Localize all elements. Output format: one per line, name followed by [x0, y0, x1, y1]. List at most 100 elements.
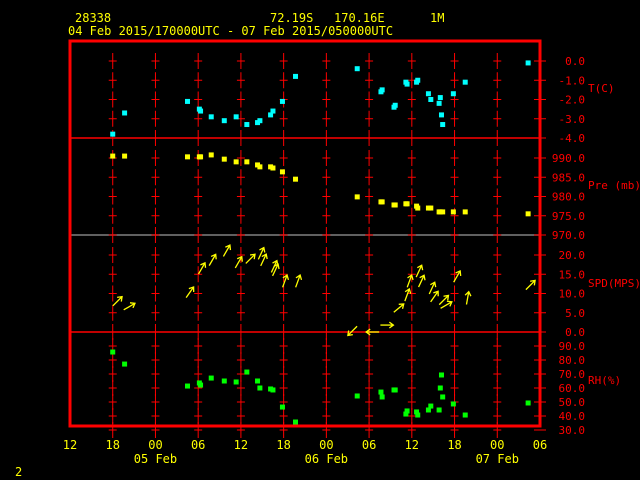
temperature-point: [428, 97, 434, 102]
wind-arrow: [438, 294, 450, 306]
temperature-point: [122, 110, 128, 116]
x-tick-label: 18: [276, 438, 290, 452]
x-tick-label: 18: [447, 438, 461, 452]
wind-arrow-head: [259, 246, 266, 253]
wind-arrow: [112, 295, 123, 307]
x-tick-label: 00: [319, 438, 333, 452]
pressure-point: [233, 159, 239, 165]
rh-point: [438, 372, 444, 378]
panel-label-rh: RH(%): [588, 374, 621, 387]
wind-arrow: [404, 287, 412, 302]
y-tick-label: 975.0: [552, 210, 585, 223]
y-tick-label: 980.0: [552, 191, 585, 204]
wind-arrow-head: [261, 253, 268, 260]
rh-point: [198, 382, 204, 388]
plot-frame: [68, 39, 542, 428]
y-tick-label: 10.0: [559, 288, 586, 301]
wind-arrow: [222, 244, 232, 257]
rh-point: [233, 379, 239, 385]
wind-arrow-head: [188, 286, 195, 293]
x-tick-label: 12: [234, 438, 248, 452]
wind-arrow-shaft: [347, 325, 358, 336]
wind-arrow-head: [433, 290, 439, 297]
rh-point: [354, 393, 360, 399]
panel-label-temperature: T(C): [588, 82, 615, 95]
wind-arrow: [406, 274, 414, 288]
wind-arrow-head: [407, 274, 414, 281]
rh-point: [436, 407, 442, 413]
y-tick-label: -4.0: [559, 132, 586, 145]
wind-arrow: [365, 328, 380, 336]
wind-arrow: [417, 274, 426, 288]
x-tick-label: 00: [148, 438, 162, 452]
wind-arrow: [415, 264, 424, 278]
wind-arrow-shaft: [234, 256, 243, 269]
wind-arrow-shaft: [428, 281, 436, 295]
wind-arrow: [197, 261, 207, 275]
temperature-point: [233, 114, 239, 120]
y-tick-label: 985.0: [552, 171, 585, 184]
y-tick-label: -3.0: [559, 113, 586, 126]
rh-point: [437, 385, 443, 391]
y-tick-label: 0.0: [565, 55, 585, 68]
wind-arrow: [234, 255, 243, 269]
temperature-point: [440, 122, 446, 128]
rh-point: [270, 387, 276, 393]
temperature-point: [221, 118, 227, 124]
wind-arrow-head: [430, 281, 437, 288]
temperature-point: [354, 66, 360, 72]
wind-arrow-head: [129, 302, 136, 309]
y-tick-label: 40.0: [559, 410, 586, 423]
wind-arrow-head: [388, 321, 395, 329]
wind-arrow: [295, 274, 303, 288]
wind-arrow-head: [273, 263, 280, 270]
pressure-point: [110, 153, 116, 159]
station-id: 28338: [75, 11, 111, 25]
temperature-point: [198, 108, 204, 114]
wind-arrow-shaft: [271, 263, 279, 277]
wind-arrow-shaft: [222, 244, 231, 257]
wind-arrow-shaft: [438, 294, 449, 306]
temperature-point: [436, 100, 442, 106]
pressure-point: [198, 154, 204, 160]
rh-point: [415, 412, 421, 418]
wind-arrow-head: [443, 294, 450, 301]
wind-arrow-shaft: [260, 253, 267, 267]
rh-point: [221, 378, 227, 384]
temperature-point: [270, 108, 276, 114]
y-tick-label: -2.0: [559, 94, 586, 107]
wind-arrow-shaft: [197, 262, 206, 275]
temperature-point: [185, 98, 190, 104]
x-tick-label: 12: [63, 438, 77, 452]
temperature-point: [450, 91, 456, 97]
wind-arrow-head: [282, 274, 290, 281]
wind-arrow-shaft: [281, 274, 288, 288]
x-tick-label: 00: [490, 438, 504, 452]
panel-label-pressure: Pre (mb): [588, 179, 640, 192]
wind-arrow-shaft: [295, 274, 301, 288]
wind-arrow: [453, 269, 462, 283]
rh-point: [414, 409, 420, 415]
wind-arrow-head: [365, 328, 371, 336]
wind-arrow-shaft: [525, 279, 536, 291]
pressure-point: [122, 153, 128, 159]
latitude: 72.19S: [270, 11, 313, 25]
rh-point: [525, 400, 531, 406]
wind-arrow-head: [210, 253, 217, 260]
rh-point: [378, 389, 384, 395]
rh-point: [110, 349, 116, 355]
pressure-point: [279, 169, 285, 175]
wind-arrow-shaft: [404, 288, 410, 302]
wind-arrow-head: [419, 274, 426, 281]
pressure-point: [428, 205, 434, 211]
temperature-point: [244, 122, 250, 128]
wind-arrow: [185, 286, 195, 299]
rh-point: [425, 407, 431, 413]
pressure-point: [221, 156, 227, 162]
wind-arrow: [257, 246, 266, 260]
wind-arrow: [440, 300, 453, 309]
rh-point: [403, 411, 409, 417]
wind-arrow: [428, 281, 437, 295]
temperature-point: [257, 118, 263, 124]
wind-arrow-shaft: [245, 253, 256, 264]
